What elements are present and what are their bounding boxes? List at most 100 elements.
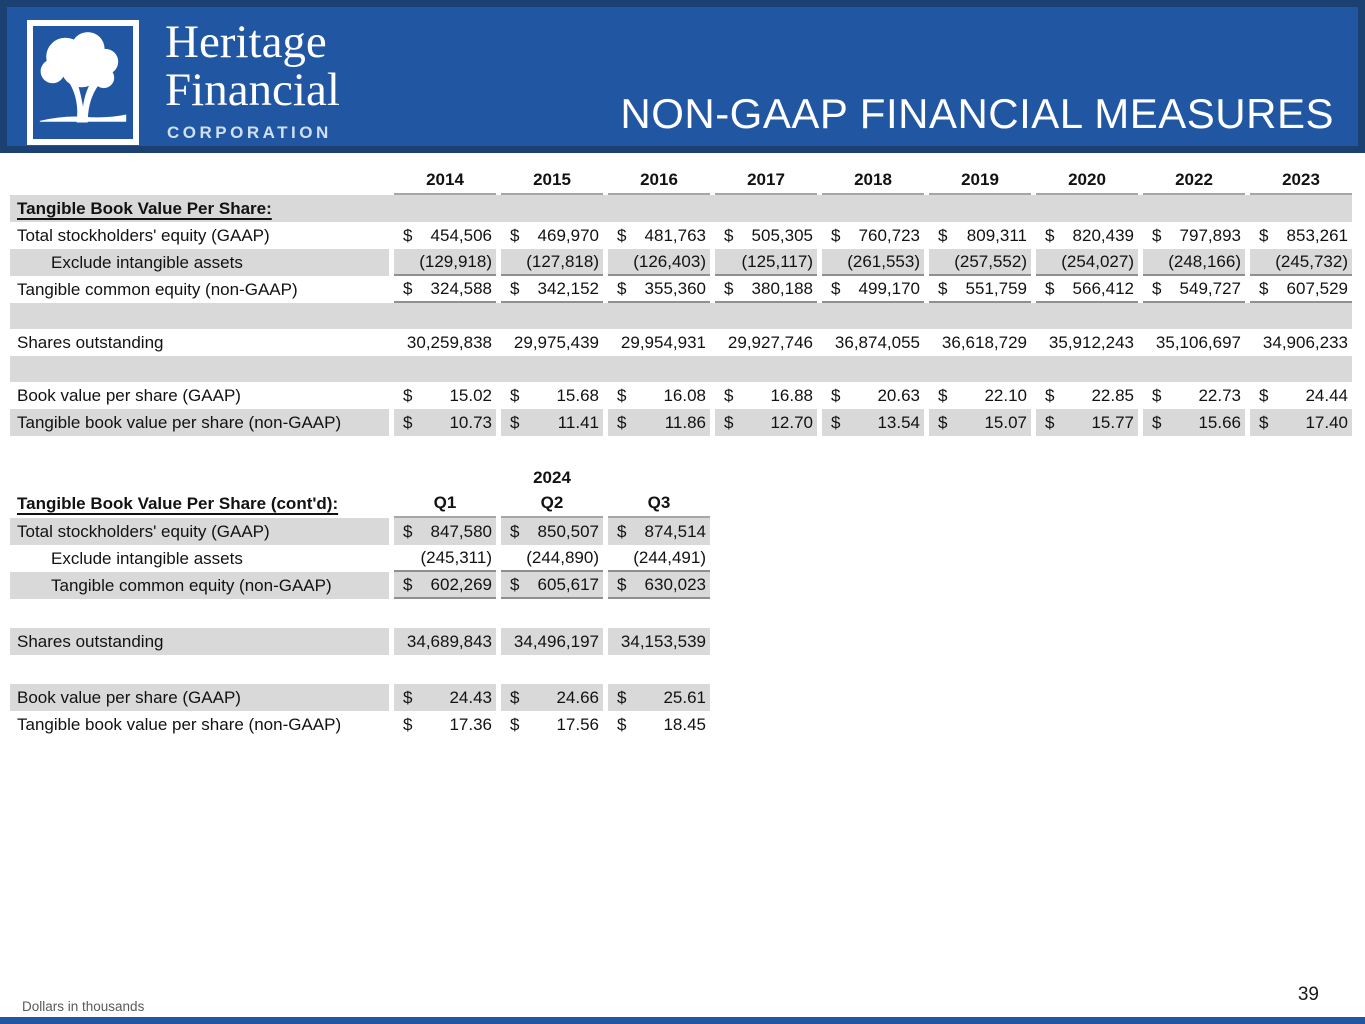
- currency-symbol: $: [403, 574, 413, 594]
- section-label: [10, 167, 389, 195]
- value-cell: 34,689,843: [394, 628, 496, 655]
- logo-tree-icon: [39, 32, 127, 123]
- row-label: Book value per share (GAAP): [10, 684, 389, 711]
- cell-value: 11.86: [664, 412, 706, 432]
- cell-value: 850,507: [537, 521, 599, 541]
- row-label: Shares outstanding: [10, 628, 389, 655]
- bottom-accent-bar: [0, 1017, 1365, 1024]
- section-row: Tangible Book Value Per Share:: [10, 195, 1352, 222]
- currency-symbol: $: [617, 412, 627, 432]
- value-cell: $24.66: [501, 684, 603, 711]
- table-row: 2024: [10, 466, 710, 490]
- value-cell: $324,588: [394, 276, 496, 303]
- cell-value: 551,759: [965, 278, 1027, 298]
- value-cell: $13.54: [822, 409, 924, 436]
- currency-symbol: $: [724, 412, 734, 432]
- empty-cell: [608, 466, 710, 490]
- cell-value: 874,514: [644, 521, 706, 541]
- row-label: Exclude intangible assets: [51, 548, 243, 568]
- cell-value: 602,269: [430, 574, 492, 594]
- cell-value: 605,617: [537, 574, 599, 594]
- cell-value: (245,311): [420, 547, 492, 567]
- cell-value: 454,506: [430, 225, 492, 245]
- row-label: Shares outstanding: [17, 332, 164, 352]
- currency-symbol: $: [831, 385, 841, 405]
- value-cell: $17.56: [501, 711, 603, 738]
- value-cell: (245,732): [1250, 249, 1352, 276]
- value-cell: $355,360: [608, 276, 710, 303]
- currency-symbol: $: [617, 574, 627, 594]
- value-cell: 30,259,838: [394, 329, 496, 356]
- cell-value: 20.63: [877, 385, 920, 405]
- value-cell: $15.02: [394, 382, 496, 409]
- currency-symbol: $: [724, 278, 734, 298]
- cell-value: (248,166): [1168, 251, 1241, 271]
- currency-symbol: $: [938, 225, 948, 245]
- value-cell: (129,918): [394, 249, 496, 276]
- value-cell: $549,727: [1143, 276, 1245, 303]
- table-row: Total stockholders' equity (GAAP) $454,50…: [10, 222, 1352, 249]
- value-cell: $15.07: [929, 409, 1031, 436]
- value-cell: 36,618,729: [929, 329, 1031, 356]
- value-cell: $22.10: [929, 382, 1031, 409]
- value-cell: $499,170: [822, 276, 924, 303]
- value-cell: (261,553): [822, 249, 924, 276]
- currency-symbol: $: [617, 278, 627, 298]
- cell-value: 481,763: [644, 225, 706, 245]
- value-cell: $15.66: [1143, 409, 1245, 436]
- cell-value: 17.56: [556, 714, 599, 734]
- cell-value: 469,970: [537, 225, 599, 245]
- currency-symbol: $: [403, 521, 413, 541]
- cell-value: (125,117): [741, 251, 813, 271]
- year-header: 2019: [929, 167, 1031, 195]
- currency-symbol: $: [1045, 385, 1055, 405]
- currency-symbol: $: [510, 225, 520, 245]
- currency-symbol: $: [617, 385, 627, 405]
- currency-symbol: $: [1045, 225, 1055, 245]
- value-cell: $551,759: [929, 276, 1031, 303]
- value-cell: (244,491): [608, 545, 710, 572]
- currency-symbol: $: [403, 385, 413, 405]
- cell-value: 34,153,539: [620, 631, 706, 651]
- cell-value: 24.43: [449, 687, 492, 707]
- logo-name-line2: Financial: [165, 63, 340, 116]
- cell-value: 15.02: [449, 385, 492, 405]
- table-row: Tangible book value per share (non-GAAP)…: [10, 409, 1352, 436]
- cell-value: 549,727: [1179, 278, 1241, 298]
- cell-value: 29,975,439: [513, 332, 599, 352]
- cell-value: 22.73: [1198, 385, 1241, 405]
- cell-value: 35,912,243: [1048, 332, 1134, 352]
- value-cell: 29,927,746: [715, 329, 817, 356]
- currency-symbol: $: [1152, 412, 1162, 432]
- currency-symbol: $: [938, 412, 948, 432]
- currency-symbol: $: [1045, 412, 1055, 432]
- value-cell: $380,188: [715, 276, 817, 303]
- value-cell: (245,311): [394, 545, 496, 572]
- cell-value: 607,529: [1286, 278, 1348, 298]
- cell-value: (244,890): [526, 547, 599, 567]
- currency-symbol: $: [724, 225, 734, 245]
- currency-symbol: $: [831, 225, 841, 245]
- currency-symbol: $: [1152, 385, 1162, 405]
- value-cell: $809,311: [929, 222, 1031, 249]
- value-cell: $630,023: [608, 572, 710, 599]
- cell-value: 809,311: [966, 225, 1027, 245]
- header-banner: Heritage Financial CORPORATION NON-GAAP …: [0, 0, 1365, 153]
- currency-symbol: $: [403, 412, 413, 432]
- value-cell: $24.43: [394, 684, 496, 711]
- value-cell: $760,723: [822, 222, 924, 249]
- spacer-row: [10, 303, 1352, 329]
- cell-value: 15.77: [1091, 412, 1134, 432]
- cell-value: 16.88: [770, 385, 813, 405]
- table-row: Shares outstanding 30,259,838 29,975,439 29…: [10, 329, 1352, 356]
- value-cell: $15.68: [501, 382, 603, 409]
- currency-symbol: $: [403, 687, 413, 707]
- currency-symbol: $: [617, 521, 627, 541]
- value-cell: $847,580: [394, 518, 496, 545]
- cell-value: (126,403): [633, 251, 706, 271]
- cell-value: 25.61: [663, 687, 706, 707]
- cell-value: 499,170: [858, 278, 920, 298]
- tangible-book-value-table-quarterly: 2024 Tangible Book Value Per Share (cont'…: [10, 466, 710, 738]
- cell-value: 12.70: [770, 412, 813, 432]
- table-row: Tangible common equity (non-GAAP) $324,58…: [10, 276, 1352, 303]
